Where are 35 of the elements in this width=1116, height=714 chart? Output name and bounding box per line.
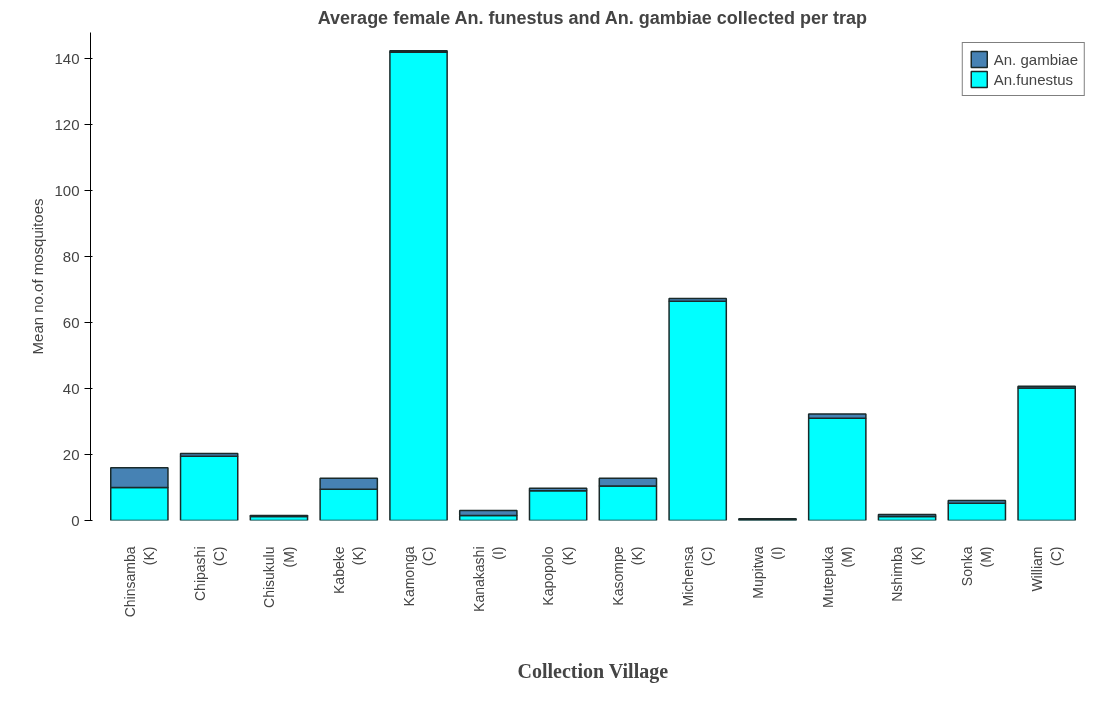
- x-tick-label: Mupitwa (I): [749, 546, 786, 599]
- y-tick-label: 0: [71, 511, 80, 529]
- x-tick-label: Chinsamba (K): [121, 546, 157, 618]
- x-tick-label: Chisukulu (M): [261, 546, 297, 608]
- y-tick-label: 80: [62, 247, 80, 265]
- y-tick-label: 120: [54, 115, 80, 133]
- bar: [807, 417, 867, 521]
- x-tick-label: Chipashi (C): [191, 546, 227, 601]
- y-tick-label: 140: [54, 49, 80, 67]
- x-tick-label: William (C): [1029, 546, 1065, 592]
- legend-label: An.funestus: [993, 70, 1073, 88]
- y-tick-label: 60: [62, 313, 80, 331]
- x-tick-label: Mutepuka (M): [819, 546, 855, 608]
- y-tick-label: 20: [62, 445, 80, 463]
- x-tick-label: Sonka (M): [959, 546, 995, 587]
- bar: [179, 455, 239, 521]
- bar: [1017, 387, 1077, 521]
- x-tick-label: Kapopolo (K): [540, 546, 576, 606]
- x-tick-label: Michensa (C): [680, 546, 716, 607]
- bar: [389, 51, 448, 521]
- x-tick-label: Nshimba (K): [889, 546, 925, 602]
- x-axis-title: Collection Village: [517, 660, 669, 684]
- bar: [668, 300, 728, 521]
- chart-title: Average female An. funestus and An. gambiae collected per trap: [317, 7, 867, 28]
- bar: [458, 509, 518, 517]
- y-tick-label: 100: [54, 181, 80, 199]
- x-tick-label: Kasompe (K): [610, 546, 646, 606]
- bar: [528, 490, 588, 521]
- legend-label: An. gambiae: [993, 50, 1078, 68]
- x-tick-label: Kanakashi (I): [470, 546, 506, 612]
- x-tick-label: Kamonga (C): [400, 546, 437, 607]
- y-tick-label: 40: [62, 379, 80, 397]
- x-tick-label: Kabeke (K): [331, 546, 367, 594]
- y-axis-title: Mean no.of mosquitoes: [29, 198, 47, 355]
- bar: [947, 502, 1007, 521]
